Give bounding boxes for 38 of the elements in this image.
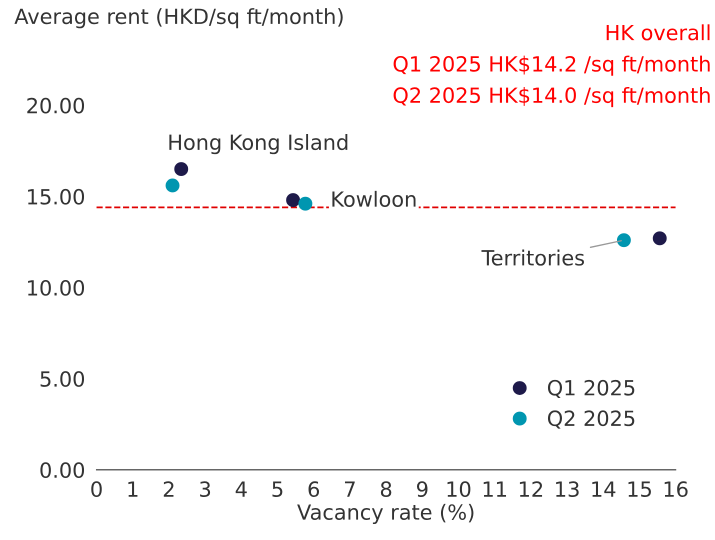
annotation: Hong Kong Island xyxy=(169,134,348,154)
legend-label: Q1 2025 xyxy=(548,380,634,398)
point xyxy=(298,196,312,211)
point xyxy=(174,162,188,176)
text: HK overall xyxy=(606,24,710,40)
x-tick-label: 12 xyxy=(520,481,542,497)
x-tick-label: 5 xyxy=(272,482,282,498)
y-axis-title: Average rent (HKD/sq ft/month) xyxy=(14,8,343,28)
x-tick-label: 13 xyxy=(556,481,579,498)
x-tick-label: 9 xyxy=(416,481,428,498)
x-tick-label: 1 xyxy=(128,482,138,497)
point xyxy=(166,178,180,192)
annotation: Kowloon xyxy=(332,190,416,207)
y-tick-label: 0.00 xyxy=(40,462,84,478)
y-tick-label: 5.00 xyxy=(40,371,84,387)
y-tick-label: 20.00 xyxy=(27,98,84,114)
x-tick-label: 16 xyxy=(664,481,688,498)
y-tick-label: 10.00 xyxy=(28,280,84,296)
x-tick-label: 6 xyxy=(308,481,320,498)
point xyxy=(286,193,300,208)
x-tick-label: 2 xyxy=(164,481,174,497)
y-tick-label: 15.00 xyxy=(28,188,84,205)
annotation: Territories xyxy=(481,250,584,266)
text: Q1 2025 HK$14.2 /sq ft/month xyxy=(394,56,710,76)
point xyxy=(652,231,667,246)
x-tick-label: 7 xyxy=(344,482,355,497)
point xyxy=(616,233,631,248)
legend-label: Q2 2025 xyxy=(548,410,634,429)
x-tick-label: 15 xyxy=(628,482,651,498)
x-axis-title: Vacancy rate (%) xyxy=(297,504,474,524)
x-tick-label: 0 xyxy=(91,481,102,498)
x-tick-label: 4 xyxy=(236,482,247,497)
x-tick-label: 10 xyxy=(448,481,470,498)
x-tick-label: 3 xyxy=(200,481,210,498)
x-tick-label: 8 xyxy=(380,481,392,498)
annotation: Q2 2025 HK$14.0 /sq ft/month xyxy=(394,86,710,108)
x-tick-label: 14 xyxy=(592,482,616,497)
x-tick-label: 11 xyxy=(484,482,506,497)
